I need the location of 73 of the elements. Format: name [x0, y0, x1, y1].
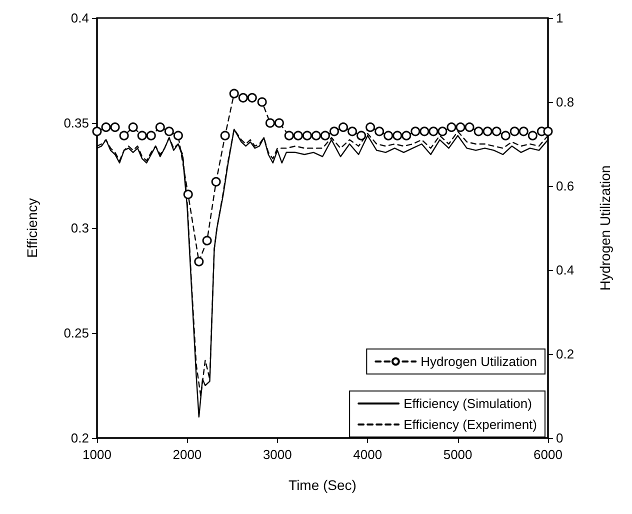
point — [194, 256, 204, 266]
point — [456, 122, 466, 132]
y2-tick-label: 0 — [556, 430, 564, 446]
legend-label: Efficiency (Simulation) — [404, 396, 532, 411]
point — [274, 118, 284, 128]
point — [164, 126, 174, 136]
y2-tick-label: 1 — [556, 10, 564, 26]
point — [101, 122, 111, 132]
point — [137, 130, 147, 140]
point — [146, 130, 156, 140]
point — [438, 126, 448, 136]
point — [155, 122, 165, 132]
point — [329, 126, 339, 136]
point — [356, 130, 366, 140]
point — [492, 126, 502, 136]
point — [229, 88, 239, 98]
point — [92, 126, 102, 136]
x-tick-label: 4000 — [353, 447, 382, 462]
point — [420, 126, 430, 136]
legend-label: Efficiency (Experiment) — [404, 417, 538, 432]
point — [410, 126, 420, 136]
point — [311, 130, 321, 140]
point — [211, 177, 221, 187]
x-tick-label: 5000 — [443, 447, 472, 462]
y-tick-label: 0.35 — [64, 116, 89, 130]
x-tick-label: 1000 — [82, 447, 112, 462]
point — [247, 93, 257, 103]
x-tick-label: 2000 — [172, 447, 202, 462]
point — [183, 190, 193, 200]
point — [238, 93, 248, 103]
point — [366, 122, 376, 132]
y-tick-label: 0.2 — [70, 430, 89, 446]
y2-axis-title: Hydrogen Utilization — [597, 165, 613, 291]
y-tick-label: 0.4 — [70, 10, 89, 26]
point — [500, 130, 510, 140]
y2-tick-label: 0.8 — [556, 94, 574, 110]
point — [265, 118, 275, 128]
y2-tick-label: 0.6 — [556, 178, 574, 194]
point — [338, 122, 348, 132]
point — [293, 130, 303, 140]
point — [173, 130, 183, 140]
point — [392, 130, 402, 140]
point — [543, 126, 553, 136]
point — [257, 97, 267, 107]
point — [402, 130, 412, 140]
point — [384, 130, 394, 140]
point — [510, 126, 520, 136]
y2-tick-label: 0.2 — [556, 346, 574, 362]
point — [464, 122, 474, 132]
point — [482, 126, 492, 136]
y-tick-label: 0.3 — [70, 220, 89, 236]
point — [528, 130, 538, 140]
legend-label: Hydrogen Utilization — [420, 354, 538, 369]
y-axis-title: Efficiency — [24, 198, 40, 258]
point — [128, 122, 138, 132]
point — [428, 126, 438, 136]
point — [518, 126, 528, 136]
point — [374, 126, 384, 136]
point — [202, 236, 212, 246]
point — [348, 126, 358, 136]
point — [474, 126, 484, 136]
x-axis-title: Time (Sec) — [288, 477, 356, 493]
point — [110, 122, 120, 132]
point — [220, 130, 230, 140]
y2-tick-label: 0.4 — [556, 262, 574, 278]
point — [302, 130, 312, 140]
y-tick-label: 0.25 — [64, 326, 89, 340]
point — [284, 130, 294, 140]
point — [320, 130, 330, 140]
x-tick-label: 3000 — [262, 447, 292, 462]
x-tick-label: 6000 — [534, 447, 562, 462]
point — [119, 130, 129, 140]
point — [446, 122, 456, 132]
